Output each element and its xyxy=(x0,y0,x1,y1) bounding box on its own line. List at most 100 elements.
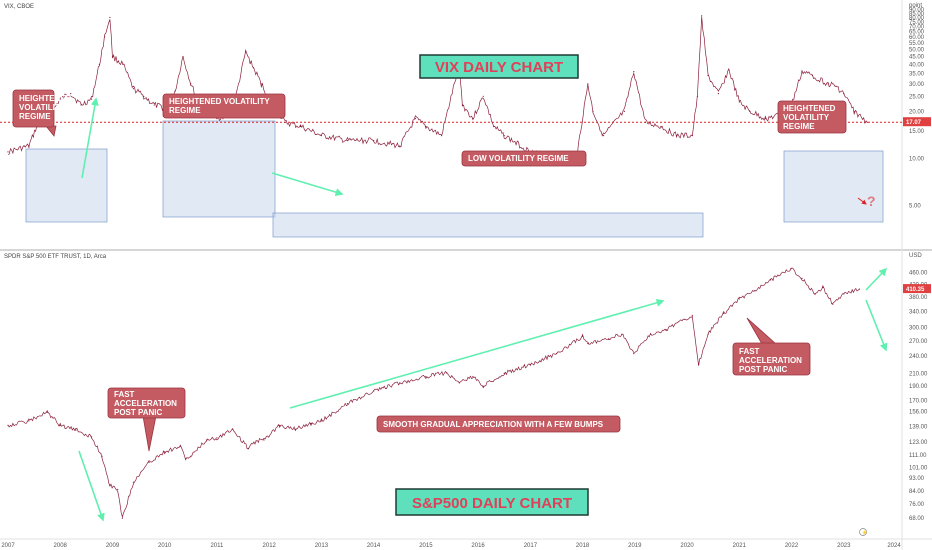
vix-axis-tick-label: 50.00 xyxy=(909,47,925,53)
callout-vix-regime-3-line1: HEIGHTENED xyxy=(783,104,836,113)
vix-axis-tick-label: 60.00 xyxy=(909,35,925,41)
callout-vix-regime-2-line1: HEIGHTENED VOLATILITY xyxy=(169,97,270,106)
vix-point xyxy=(644,121,646,123)
spy-symbol-label[interactable]: SPDR S&P 500 ETF TRUST, 1D, Arca xyxy=(4,254,107,260)
vix-price-axis[interactable]: 5.00 10.00 15.00 20.00 25.00 30.00 35.00 40.004… xyxy=(909,8,925,210)
vix-point xyxy=(602,135,605,137)
vix-point xyxy=(691,135,693,137)
vix-point xyxy=(623,110,626,112)
spy-chart-title: S&P500 DAILY CHART xyxy=(412,495,572,512)
vix-point xyxy=(153,104,155,106)
callout-vix-regime-1: HEIGHTENED VOLATILITY REGIME xyxy=(12,89,72,128)
vix-point xyxy=(853,110,855,112)
spy-point xyxy=(843,293,845,295)
vix-point xyxy=(764,118,767,120)
spy-point xyxy=(822,286,824,289)
callout-spy-accel-1-line2: ACCELERATION xyxy=(114,399,177,408)
vix-symbol-label[interactable]: VIX, CBOE xyxy=(4,4,34,10)
spy-point xyxy=(529,363,532,366)
vix-point xyxy=(592,110,594,112)
vix-axis-tick-label: 15.00 xyxy=(909,129,925,135)
spy-arrow-down-2023 xyxy=(865,299,888,352)
spy-point xyxy=(132,481,134,483)
spy-point xyxy=(320,420,322,422)
spy-price-line xyxy=(7,267,860,519)
spy-point xyxy=(649,333,652,335)
spy-arrow-up-2023 xyxy=(865,267,888,291)
vix-axis-tick-label: 30.00 xyxy=(909,82,925,88)
spy-point xyxy=(425,375,427,378)
spy-point xyxy=(399,382,401,384)
vix-axis-tick-label: 85.00 xyxy=(909,11,925,17)
spy-point xyxy=(482,385,484,387)
vix-title-box: VIX DAILY CHART xyxy=(419,54,579,79)
callout-vix-low-regime: LOW VOLATILITY REGIME xyxy=(461,150,587,167)
callout-spy-accel-2-line1: FAST xyxy=(739,347,760,356)
spy-point xyxy=(255,440,257,442)
spy-axis-tick-label: 93.00 xyxy=(909,476,925,482)
time-axis-label: 2008 xyxy=(54,543,68,549)
spy-price-axis[interactable]: 68.00 76.00 84.00 93.00 101.00 111.00 123.00 13… xyxy=(909,271,928,522)
spy-point xyxy=(179,445,181,447)
vix-point xyxy=(299,125,302,128)
vix-point xyxy=(660,125,662,128)
spy-point xyxy=(698,363,700,366)
vix-point xyxy=(728,69,730,71)
spy-point xyxy=(117,488,119,491)
spy-point xyxy=(28,420,30,422)
vix-point xyxy=(843,93,845,95)
lightning-icon[interactable] xyxy=(859,528,867,536)
vix-axis-tick-label: 10.00 xyxy=(909,156,925,162)
vix-axis-tick-label: 45.00 xyxy=(909,55,925,61)
vix-point xyxy=(245,51,247,53)
time-axis-label: 2011 xyxy=(210,543,224,549)
vix-point xyxy=(70,93,72,95)
time-axis-label: 2022 xyxy=(785,543,799,549)
spy-point xyxy=(7,424,9,426)
vix-point xyxy=(701,15,703,17)
time-axis[interactable]: 2007 2008 2009 2010 2011 2012 2013 2014 2015 2016… xyxy=(1,543,901,549)
vix-point xyxy=(707,74,709,77)
callout-spy-accel-2-line3: POST PANIC xyxy=(739,365,788,374)
spy-unit-label: USD xyxy=(909,253,922,259)
spy-point xyxy=(608,338,610,340)
vix-axis-tick-label: 20.00 xyxy=(909,109,925,115)
spy-axis-tick-label: 101.00 xyxy=(909,465,928,471)
spy-point xyxy=(190,455,192,457)
spy-point xyxy=(294,428,296,430)
spy-point xyxy=(247,447,249,450)
spy-point xyxy=(723,312,725,314)
spy-series xyxy=(7,267,861,519)
spy-point xyxy=(279,424,281,426)
callout-vix-low-regime-text: LOW VOLATILITY REGIME xyxy=(468,154,569,163)
spy-point xyxy=(503,372,505,374)
vix-point xyxy=(7,151,9,153)
spy-axis-tick-label: 460.00 xyxy=(909,271,928,277)
spy-axis-tick-label: 68.00 xyxy=(909,516,925,522)
vix-point xyxy=(373,140,375,142)
vix-point xyxy=(738,101,740,103)
spy-axis-tick-label: 240.00 xyxy=(909,354,928,360)
vix-price-badge-text: 17.07 xyxy=(906,120,922,126)
spy-point xyxy=(621,333,623,335)
spy-axis-tick-label: 170.00 xyxy=(909,399,928,405)
spy-point xyxy=(373,390,375,392)
vix-point xyxy=(441,135,443,137)
vix-point xyxy=(811,74,814,77)
callout-vix-regime-3-line3: REGIME xyxy=(783,122,815,131)
vix-point xyxy=(320,135,322,137)
spy-price-badge-text: 410.35 xyxy=(906,287,925,293)
spy-point xyxy=(91,436,93,438)
vix-point xyxy=(472,118,474,120)
time-axis-label: 2024 xyxy=(887,543,901,549)
vix-point xyxy=(749,110,751,112)
vix-point xyxy=(414,118,416,120)
time-axis-label: 2020 xyxy=(680,543,694,549)
vix-point xyxy=(111,55,114,58)
spy-axis-tick-label: 123.00 xyxy=(909,440,928,446)
regime-box-2022 xyxy=(783,150,884,223)
spy-point xyxy=(472,375,474,378)
vix-chart-title: VIX DAILY CHART xyxy=(435,59,563,76)
spy-point xyxy=(814,293,816,295)
spy-point xyxy=(665,329,667,331)
